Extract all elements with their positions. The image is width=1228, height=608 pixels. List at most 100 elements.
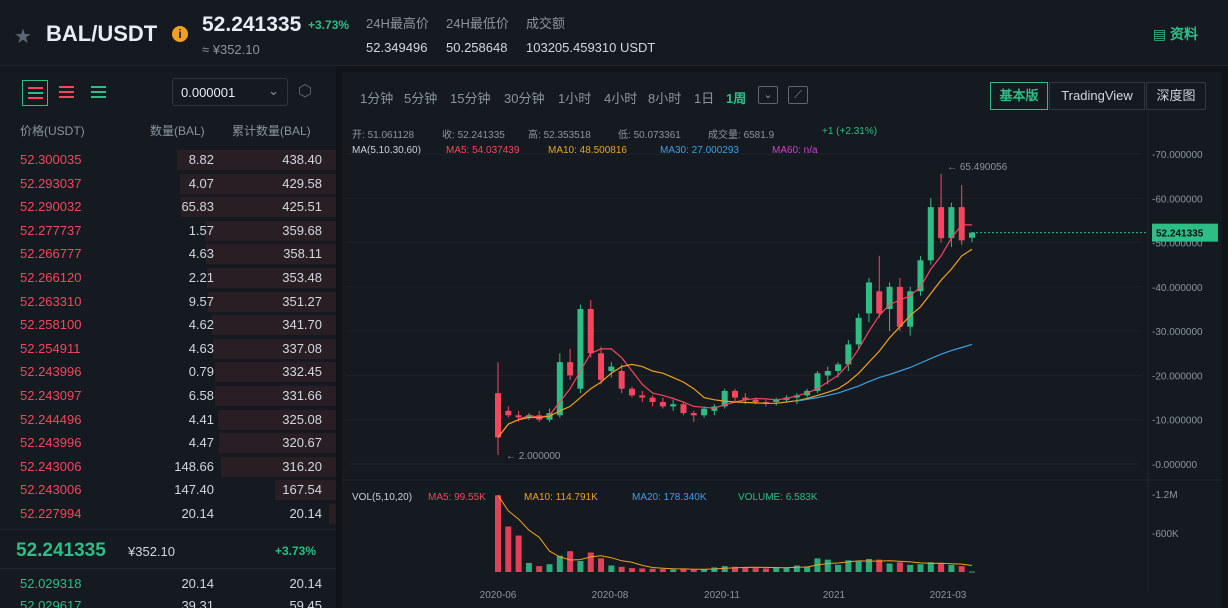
ask-amount: 4.62 [188,317,214,333]
depth-bar [215,386,336,406]
favorite-star-icon[interactable]: ★ [14,26,32,48]
ask-row[interactable]: 52.300035 8.82 438.40 [0,148,336,172]
ask-row[interactable]: 52.263310 9.57 351.27 [0,290,336,314]
ask-total: 359.68 [282,222,322,238]
ask-row[interactable]: 52.243996 0.79 332.45 [0,360,336,384]
ask-price: 52.293037 [20,175,82,191]
candle-body [608,366,615,371]
volume-bar [969,571,975,573]
volume-bar [927,562,934,572]
bid-total: 59.45 [289,598,322,608]
ask-row[interactable]: 52.266120 2.21 353.48 [0,266,336,290]
max-price-label: ← 65.490056 [947,162,1007,173]
ask-row[interactable]: 52.266777 4.63 358.11 [0,242,336,266]
chart-panel: 1分钟 5分钟 15分钟 30分钟 1小时 4小时 8小时 1日 1周 ⌄ ⟋ 基本版 Tradi… [342,72,1222,608]
depth-bar [205,220,336,241]
candle-body [577,309,584,389]
bid-row[interactable]: 52.029617 39.31 59.45 [0,594,336,608]
ohlc-item: 低: 50.073361 [618,126,681,141]
ask-row[interactable]: 52.243097 6.58 331.66 [0,384,336,408]
ask-total: 353.48 [282,270,322,285]
volume-bar [804,566,811,572]
candlestick-chart[interactable]: -70.000000 -60.000000 -50.000000 -40.000000… [342,72,1222,608]
ask-price: 52.243006 [20,482,82,498]
ask-row[interactable]: 52.254911 4.63 337.08 [0,337,336,361]
ma30-line [796,343,973,402]
candle-body [505,410,512,416]
x-tick-label: 2021-03 [930,590,967,601]
volume-bar [649,568,656,572]
stat-low-value: 50.258648 [446,40,508,55]
ask-row[interactable]: 52.243996 4.47 320.67 [0,431,336,455]
candle-body [845,344,852,365]
ohlc-item: 开: 51.061128 [352,126,414,141]
depth-bar [207,268,336,288]
ask-amount: 6.58 [188,388,214,403]
ask-total: 167.54 [282,482,322,498]
y-tick-label: -0.000000 [1152,460,1197,471]
volume-bar [752,568,759,572]
vol-ma-value: MA5: 99.55K [428,492,486,503]
ohlc-item: 成交量: 6581.9 [708,126,774,141]
vol-ma-value: MA20: 178.340K [632,492,707,503]
timeframe-tab[interactable]: 1日 [694,91,715,106]
volume-bar [577,560,584,572]
ask-amount: 147.40 [174,482,214,498]
ask-row[interactable]: 52.227994 20.14 20.14 [0,502,336,526]
ask-row[interactable]: 52.290032 65.83 425.51 [0,195,336,219]
ask-amount: 9.57 [188,293,214,309]
candle-body [732,390,738,398]
ask-row[interactable]: 52.277737 1.57 359.68 [0,219,336,243]
candle-body [701,408,708,416]
timeframe-tab[interactable]: 30分钟 [504,91,545,106]
ask-total: 316.20 [282,458,322,474]
timeframe-tab[interactable]: 1周 [726,91,747,106]
precision-select[interactable]: 0.000001 ⌄ [172,78,288,106]
vol-tick-label: -1.2M [1152,490,1178,501]
timeframe-tab[interactable]: 1小时 [558,91,592,106]
view-tab[interactable]: 深度图 [1146,82,1206,110]
candle-body [855,317,862,345]
ask-total: 438.40 [282,152,322,167]
depth-bar [208,291,336,312]
ask-row[interactable]: 52.244496 4.41 325.08 [0,408,336,432]
bid-row[interactable]: 52.029318 20.14 20.14 [0,572,336,596]
settings-icon[interactable]: ⬡ [298,83,312,100]
line-chart-icon[interactable]: ⟋ [788,86,808,104]
indicator-dropdown-icon[interactable]: ⌄ [758,86,778,104]
ask-row[interactable]: 52.293037 4.07 429.58 [0,172,336,196]
timeframe-tab[interactable]: 4小时 [604,91,638,106]
timeframe-tab[interactable]: 5分钟 [404,91,438,106]
candle-body [525,415,532,418]
volume-bar [721,566,728,572]
candle-body [773,399,780,402]
profile-button[interactable]: ▤ 资料 [1153,24,1198,44]
ohlc-item: 高: 52.353518 [528,126,591,141]
timeframe-tab[interactable]: 8小时 [648,91,682,106]
orderbook-bids-toggle[interactable] [86,80,112,106]
x-tick-label: 2021 [823,590,846,601]
candle-body [907,291,914,327]
view-tab[interactable]: TradingView [1049,82,1145,110]
depth-bar [218,409,336,430]
candle-body [876,291,883,314]
stat-turnover-label: 成交额 [526,16,566,31]
volume-bar [742,567,749,572]
ask-row[interactable]: 52.243006 148.66 316.20 [0,455,336,479]
view-tab[interactable]: 基本版 [990,82,1048,110]
candle-body [752,399,759,402]
candle-body [495,393,501,438]
ask-price: 52.244496 [20,411,82,427]
timeframe-tab[interactable]: 15分钟 [450,91,491,106]
ask-row[interactable]: 52.243006 147.40 167.54 [0,478,336,502]
orderbook-both-toggle[interactable] [22,80,48,106]
orderbook-asks-toggle[interactable] [54,80,80,106]
ask-row[interactable]: 52.258100 4.62 341.70 [0,313,336,337]
volume-bar [773,567,780,572]
ask-price: 52.243996 [20,435,82,451]
pair-title[interactable]: BAL/USDT [46,21,158,46]
volume-bar [515,535,522,572]
candle-body [927,207,934,261]
timeframe-tab[interactable]: 1分钟 [360,91,394,106]
info-icon[interactable]: i [172,26,188,42]
